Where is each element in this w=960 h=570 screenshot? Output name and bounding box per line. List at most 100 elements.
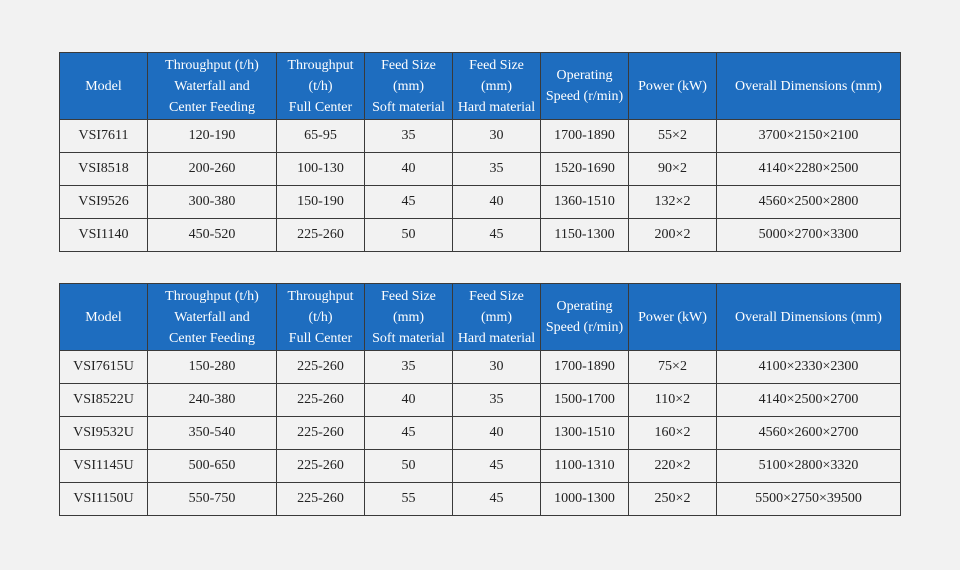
table-cell: 200-260: [147, 152, 277, 186]
table-cell: 120-190: [147, 119, 277, 153]
table-cell: 4100×2330×2300: [716, 350, 901, 384]
column-header-line: Waterfall and: [174, 78, 250, 94]
column-header-line: Overall Dimensions (mm): [735, 78, 882, 94]
column-header: Power (kW): [628, 52, 717, 120]
table-cell: 500-650: [147, 449, 277, 483]
table-cell: 450-520: [147, 218, 277, 252]
table-cell: 5100×2800×3320: [716, 449, 901, 483]
column-header-line: Throughput (t/h): [165, 288, 259, 304]
table-cell: 110×2: [628, 383, 717, 417]
column-header-line: Operating: [556, 68, 613, 83]
table-cell: 225-260: [276, 383, 365, 417]
column-header-line: Throughput: [287, 57, 354, 73]
model-cell: VSI9526: [59, 185, 148, 219]
column-header-line: Waterfall and: [174, 309, 250, 325]
column-header-line: (mm): [480, 78, 513, 94]
column-header-line: Hard material: [457, 330, 536, 346]
table-cell: 4560×2600×2700: [716, 416, 901, 450]
column-header: Feed Size (mm) Hard material: [452, 52, 541, 120]
table-cell: 1520-1690: [540, 152, 629, 186]
table-cell: 300-380: [147, 185, 277, 219]
table-cell: 40: [364, 152, 453, 186]
table-cell: 225-260: [276, 416, 365, 450]
table-cell: 1300-1510: [540, 416, 629, 450]
column-header-line: Hard material: [457, 99, 536, 115]
column-header: Overall Dimensions (mm): [716, 283, 901, 351]
table-row: VSI8522U 240-380 225-260 40 35 1500-1700 110×2…: [59, 383, 901, 417]
table-cell: 5000×2700×3300: [716, 218, 901, 252]
table-cell: 45: [452, 218, 541, 252]
table-cell: 65-95: [276, 119, 365, 153]
column-header-line: Center Feeding: [169, 330, 255, 346]
column-header-line: Feed Size: [381, 57, 436, 73]
table-cell: 75×2: [628, 350, 717, 384]
table-cell: 5500×2750×39500: [716, 482, 901, 516]
table-cell: 250×2: [628, 482, 717, 516]
column-header: Power (kW): [628, 283, 717, 351]
table-cell: 4560×2500×2800: [716, 185, 901, 219]
table-cell: 40: [364, 383, 453, 417]
table-cell: 225-260: [276, 449, 365, 483]
table-row: VSI9532U 350-540 225-260 45 40 1300-1510 160×2…: [59, 416, 901, 450]
table-cell: 35: [452, 152, 541, 186]
table-cell: 3700×2150×2100: [716, 119, 901, 153]
column-header-line: Soft material: [372, 99, 445, 115]
column-header-line: Center Feeding: [169, 99, 255, 115]
column-header: Model: [59, 283, 148, 351]
table-cell: 225-260: [276, 218, 365, 252]
column-header-line: Power (kW): [638, 78, 707, 94]
header-row: Model Throughput (t/h) Waterfall and Center…: [59, 52, 901, 120]
table-cell: 150-280: [147, 350, 277, 384]
table-cell: 1500-1700: [540, 383, 629, 417]
column-header-line: Model: [85, 78, 122, 94]
table-cell: 350-540: [147, 416, 277, 450]
table-row: VSI8518 200-260 100-130 40 35 1520-1690 90×2 41…: [59, 152, 901, 186]
column-header-line: (t/h): [308, 78, 333, 94]
model-cell: VSI7611: [59, 119, 148, 153]
column-header: Operating Speed (r/min): [540, 283, 629, 351]
column-header: Operating Speed (r/min): [540, 52, 629, 120]
table-row: VSI1140 450-520 225-260 50 45 1150-1300 200×2 5…: [59, 218, 901, 252]
table-cell: 150-190: [276, 185, 365, 219]
column-header-line: Overall Dimensions (mm): [735, 309, 882, 325]
table-cell: 45: [364, 185, 453, 219]
table-cell: 4140×2280×2500: [716, 152, 901, 186]
spec-table-standard: Model Throughput (t/h) Waterfall and Center…: [59, 52, 901, 252]
table-body: VSI7611 120-190 65-95 35 30 1700-1890 55×2 3700…: [59, 119, 901, 252]
table-cell: 200×2: [628, 218, 717, 252]
table-row: VSI1145U 500-650 225-260 50 45 1100-1310 220×2…: [59, 449, 901, 483]
column-header: Throughput (t/h) Full Center: [276, 283, 365, 351]
table-cell: 1700-1890: [540, 350, 629, 384]
table-cell: 30: [452, 350, 541, 384]
column-header-line: (mm): [392, 78, 425, 94]
header-row: Model Throughput (t/h) Waterfall and Center…: [59, 283, 901, 351]
table-cell: 35: [364, 119, 453, 153]
model-cell: VSI7615U: [59, 350, 148, 384]
table-cell: 40: [452, 185, 541, 219]
column-header-line: Model: [85, 309, 122, 325]
model-cell: VSI8518: [59, 152, 148, 186]
table-cell: 225-260: [276, 350, 365, 384]
table-cell: 132×2: [628, 185, 717, 219]
column-header-line: (mm): [392, 309, 425, 325]
table-cell: 4140×2500×2700: [716, 383, 901, 417]
table-cell: 1360-1510: [540, 185, 629, 219]
table-cell: 50: [364, 218, 453, 252]
table-row: VSI9526 300-380 150-190 45 40 1360-1510 132×2 4…: [59, 185, 901, 219]
column-header: Feed Size (mm) Soft material: [364, 52, 453, 120]
column-header-line: Speed (r/min): [545, 89, 624, 104]
column-header: Throughput (t/h) Waterfall and Center Feed…: [147, 283, 277, 351]
spec-table-u-series: Model Throughput (t/h) Waterfall and Center…: [59, 283, 901, 516]
column-header: Throughput (t/h) Full Center: [276, 52, 365, 120]
table-cell: 1100-1310: [540, 449, 629, 483]
table-cell: 100-130: [276, 152, 365, 186]
table-cell: 55×2: [628, 119, 717, 153]
table-row: VSI7611 120-190 65-95 35 30 1700-1890 55×2 3700…: [59, 119, 901, 153]
table-cell: 30: [452, 119, 541, 153]
table-cell: 1150-1300: [540, 218, 629, 252]
column-header-line: Soft material: [372, 330, 445, 346]
model-cell: VSI1150U: [59, 482, 148, 516]
column-header-line: Power (kW): [638, 309, 707, 325]
table-body: VSI7615U 150-280 225-260 35 30 1700-1890 75×2 4…: [59, 350, 901, 516]
column-header-line: Feed Size: [469, 288, 524, 304]
